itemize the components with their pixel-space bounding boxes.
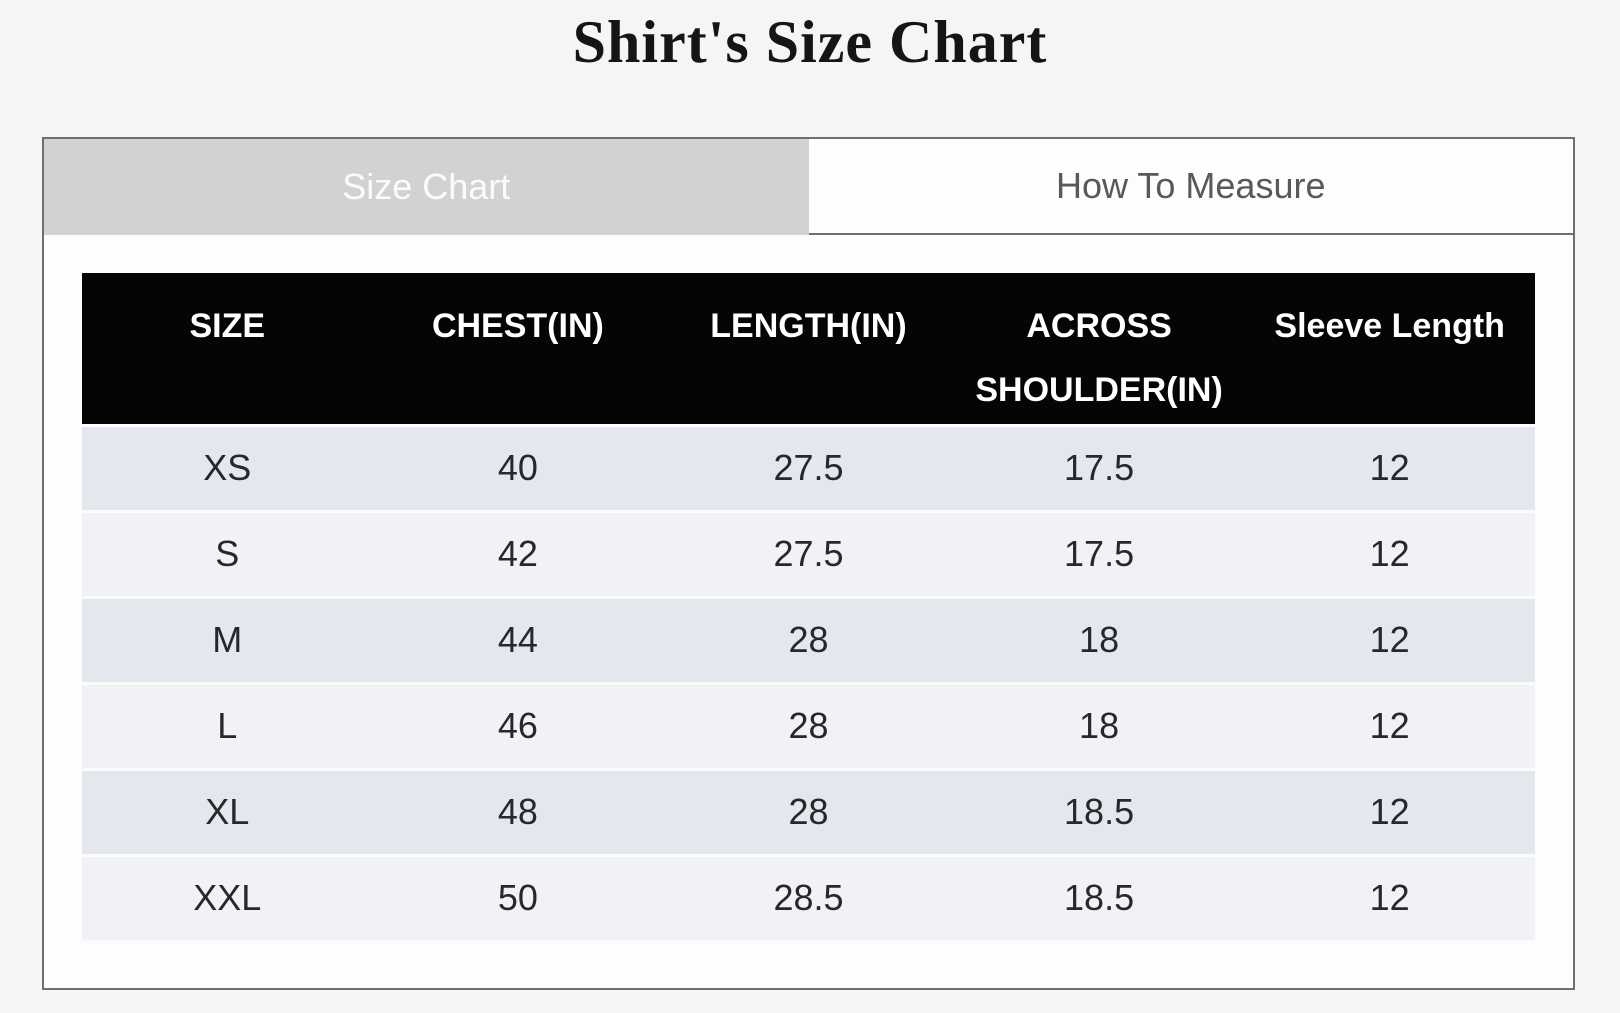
cell-length: 28.5 (663, 855, 954, 943)
table-row-xs: XS 40 27.5 17.5 12 (82, 425, 1535, 513)
table-row-xl: XL 48 28 18.5 12 (82, 769, 1535, 857)
cell-length: 28 (663, 683, 954, 771)
cell-length: 27.5 (663, 511, 954, 599)
column-header-across-shoulder: ACROSS SHOULDER(IN) (953, 273, 1245, 427)
cell-chest: 44 (372, 597, 664, 685)
cell-across-shoulder: 18 (953, 683, 1245, 771)
cell-length: 28 (663, 597, 954, 685)
cell-sleeve-length: 12 (1244, 425, 1535, 513)
cell-chest: 40 (372, 425, 664, 513)
cell-across-shoulder: 18 (953, 597, 1245, 685)
page-title: Shirt's Size Chart (572, 9, 1048, 75)
cell-sleeve-length: 12 (1244, 769, 1535, 857)
table-row-xxl: XXL 50 28.5 18.5 12 (82, 855, 1535, 943)
column-header-sleeve-length: Sleeve Length (1244, 273, 1535, 427)
cell-size: M (82, 597, 373, 685)
tab-bar: Size Chart How To Measure (44, 139, 1573, 235)
table-header: SIZE CHEST(IN) LENGTH(IN) ACROSS SHOULDE… (82, 273, 1535, 427)
table-row-m: M 44 28 18 12 (82, 597, 1535, 685)
cell-sleeve-length: 12 (1244, 855, 1535, 943)
cell-across-shoulder: 18.5 (953, 855, 1245, 943)
size-chart-panel: Size Chart How To Measure SIZE CHEST(IN)… (42, 137, 1575, 990)
cell-across-shoulder: 18.5 (953, 769, 1245, 857)
cell-chest: 42 (372, 511, 664, 599)
cell-length: 28 (663, 769, 954, 857)
cell-chest: 46 (372, 683, 664, 771)
cell-sleeve-length: 12 (1244, 511, 1535, 599)
table-body: XS 40 27.5 17.5 12 S 42 27.5 17.5 12 M 4… (82, 425, 1535, 943)
tab-content-size-chart: SIZE CHEST(IN) LENGTH(IN) ACROSS SHOULDE… (44, 235, 1573, 983)
cell-chest: 48 (372, 769, 664, 857)
cell-size: L (82, 683, 373, 771)
cell-chest: 50 (372, 855, 664, 943)
column-header-chest: CHEST(IN) (372, 273, 664, 427)
cell-sleeve-length: 12 (1244, 683, 1535, 771)
tab-how-to-measure[interactable]: How To Measure (808, 139, 1573, 235)
cell-length: 27.5 (663, 425, 954, 513)
column-header-length: LENGTH(IN) (663, 273, 954, 427)
cell-across-shoulder: 17.5 (953, 425, 1245, 513)
cell-across-shoulder: 17.5 (953, 511, 1245, 599)
cell-size: XL (82, 769, 373, 857)
cell-sleeve-length: 12 (1244, 597, 1535, 685)
cell-size: XS (82, 425, 373, 513)
cell-size: S (82, 511, 373, 599)
table-row-s: S 42 27.5 17.5 12 (82, 511, 1535, 599)
table-row-l: L 46 28 18 12 (82, 683, 1535, 771)
size-chart-table: SIZE CHEST(IN) LENGTH(IN) ACROSS SHOULDE… (82, 273, 1535, 943)
column-header-size: SIZE (82, 273, 373, 427)
table-header-row: SIZE CHEST(IN) LENGTH(IN) ACROSS SHOULDE… (82, 273, 1535, 427)
tab-size-chart[interactable]: Size Chart (44, 139, 809, 235)
cell-size: XXL (82, 855, 373, 943)
